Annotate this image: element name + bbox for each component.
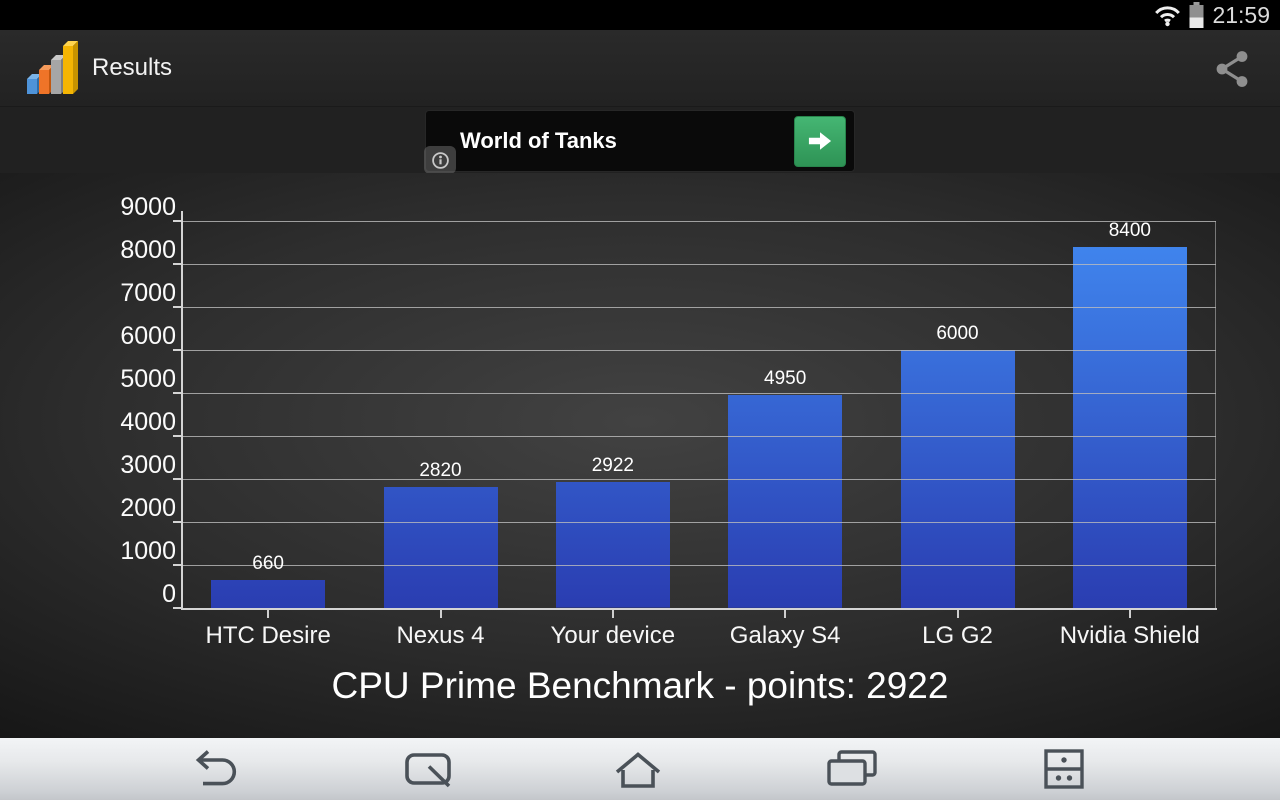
y-axis-tick bbox=[173, 564, 182, 566]
y-tick-label: 7000 bbox=[120, 279, 176, 307]
gridline bbox=[182, 306, 1216, 308]
y-tick-label: 4000 bbox=[120, 408, 176, 436]
x-tick-label: HTC Desire bbox=[205, 622, 331, 649]
home-button[interactable] bbox=[534, 738, 746, 800]
y-tick-label: 6000 bbox=[120, 322, 176, 350]
y-axis-line bbox=[181, 211, 183, 610]
y-axis-tick bbox=[173, 521, 182, 523]
bar-chart-app-icon bbox=[26, 40, 78, 96]
share-button[interactable] bbox=[1202, 30, 1262, 107]
y-axis-tick bbox=[173, 263, 182, 265]
bar bbox=[1072, 246, 1187, 608]
ad-open-button[interactable] bbox=[794, 115, 846, 167]
gridline bbox=[182, 564, 1216, 566]
plot-area: 0 1000 2000 3000 4000 5000 6000 7000 8000 9000 660… bbox=[0, 173, 1280, 738]
x-axis-tick bbox=[611, 610, 614, 618]
dual-window-icon bbox=[1044, 749, 1084, 789]
bar-value-label: 2922 bbox=[591, 455, 634, 477]
gridline bbox=[182, 478, 1216, 480]
recents-button[interactable] bbox=[746, 738, 958, 800]
ad-banner[interactable]: World of Tanks bbox=[424, 110, 855, 174]
back-icon bbox=[195, 750, 237, 786]
gridline bbox=[182, 220, 1216, 222]
ad-band: World of Tanks bbox=[0, 107, 1280, 174]
plot-right-border bbox=[1215, 221, 1216, 608]
y-axis-tick bbox=[173, 607, 182, 609]
bar-value-label: 660 bbox=[252, 552, 284, 574]
qslide-button[interactable] bbox=[322, 738, 534, 800]
x-tick-label: Nexus 4 bbox=[396, 622, 485, 649]
chart-title: CPU Prime Benchmark - points: 2922 bbox=[331, 665, 949, 706]
x-axis-tick bbox=[267, 610, 270, 618]
y-axis-tick bbox=[173, 220, 182, 222]
x-tick-label: Your device bbox=[550, 622, 676, 649]
gridline bbox=[182, 435, 1216, 437]
battery-icon bbox=[1188, 2, 1205, 28]
page-title: Results bbox=[92, 54, 173, 81]
x-tick-label: Nvidia Shield bbox=[1059, 622, 1200, 649]
y-tick-label: 1000 bbox=[120, 537, 176, 565]
status-bar: 21:59 bbox=[0, 0, 1280, 30]
recents-icon bbox=[827, 750, 877, 786]
y-tick-label: 3000 bbox=[120, 451, 176, 479]
navigation-bar bbox=[0, 738, 1280, 800]
arrow-right-icon bbox=[808, 132, 832, 150]
bar-value-label: 4950 bbox=[764, 368, 807, 390]
x-axis-line bbox=[181, 608, 1217, 610]
y-axis-tick bbox=[173, 478, 182, 480]
status-time: 21:59 bbox=[1212, 2, 1270, 28]
bar bbox=[555, 482, 670, 608]
x-tick-label: LG G2 bbox=[922, 622, 993, 649]
y-axis-tick bbox=[173, 306, 182, 308]
gridline bbox=[182, 349, 1216, 351]
x-tick-label: Galaxy S4 bbox=[729, 622, 841, 649]
app-bar: Results bbox=[0, 30, 1280, 107]
y-tick-label: 5000 bbox=[120, 365, 176, 393]
y-tick-label: 9000 bbox=[120, 193, 176, 221]
y-axis-tick bbox=[173, 349, 182, 351]
back-button[interactable] bbox=[110, 738, 322, 800]
x-axis-tick bbox=[784, 610, 787, 618]
y-tick-label: 0 bbox=[162, 580, 176, 608]
y-axis-tick bbox=[173, 392, 182, 394]
y-axis-tick bbox=[173, 435, 182, 437]
x-axis-tick bbox=[956, 610, 959, 618]
home-icon bbox=[615, 752, 661, 788]
bar bbox=[728, 395, 843, 608]
bar-value-label: 2820 bbox=[419, 459, 462, 481]
ad-title: World of Tanks bbox=[460, 128, 617, 153]
y-tick-label: 2000 bbox=[120, 494, 176, 522]
x-axis-tick bbox=[439, 610, 442, 618]
bar-value-label: 6000 bbox=[936, 323, 979, 344]
gridline bbox=[182, 392, 1216, 394]
share-icon bbox=[1216, 50, 1248, 87]
wifi-icon bbox=[1154, 4, 1181, 27]
y-tick-label: 8000 bbox=[120, 236, 176, 264]
gridline bbox=[182, 263, 1216, 265]
ad-info-button[interactable] bbox=[424, 146, 456, 174]
x-axis-tick bbox=[1128, 610, 1131, 618]
bar bbox=[211, 579, 326, 608]
gridline bbox=[182, 521, 1216, 523]
info-icon bbox=[431, 151, 449, 169]
bar-value-label: 8400 bbox=[1108, 219, 1151, 241]
benchmark-chart: 0 1000 2000 3000 4000 5000 6000 7000 8000 9000 660… bbox=[0, 173, 1280, 738]
dual-window-button[interactable] bbox=[958, 738, 1170, 800]
bar bbox=[383, 486, 498, 608]
qslide-icon bbox=[405, 753, 451, 788]
